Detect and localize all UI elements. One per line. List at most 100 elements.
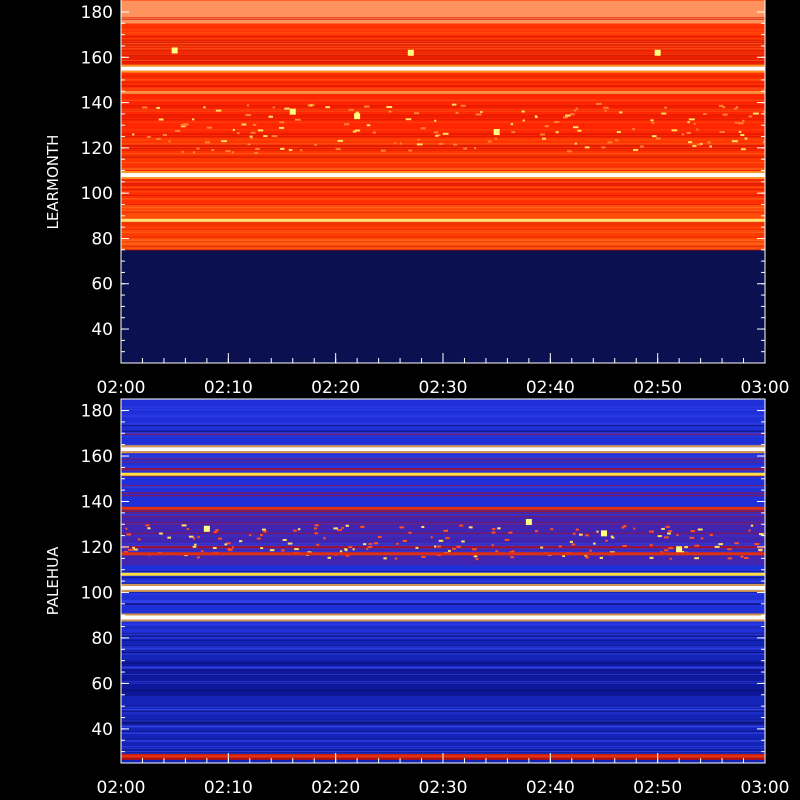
burst-point bbox=[493, 129, 500, 136]
speckle bbox=[380, 149, 386, 152]
speckle bbox=[494, 137, 497, 140]
texture-line bbox=[121, 41, 765, 43]
speckle bbox=[352, 130, 357, 133]
speckle bbox=[742, 119, 745, 122]
x-tick-label: 02:40 bbox=[526, 378, 575, 398]
speckle bbox=[225, 150, 231, 153]
bright-line bbox=[121, 572, 765, 576]
x-tick-label: 03:00 bbox=[741, 778, 790, 798]
burst-point bbox=[601, 530, 607, 537]
speckle bbox=[145, 524, 150, 527]
speckle bbox=[142, 106, 148, 109]
speckle bbox=[314, 143, 317, 146]
speckle bbox=[314, 532, 319, 535]
bright-line bbox=[121, 90, 765, 94]
speckle bbox=[188, 535, 194, 538]
texture-line bbox=[121, 745, 765, 747]
texture-line bbox=[121, 184, 765, 186]
texture-line bbox=[121, 139, 765, 141]
texture-line bbox=[121, 461, 765, 463]
speckle bbox=[688, 118, 695, 121]
speckle bbox=[168, 140, 171, 143]
speckle bbox=[158, 118, 164, 121]
texture-line bbox=[121, 229, 765, 231]
speckle bbox=[282, 538, 287, 541]
speckle bbox=[475, 113, 482, 116]
speckle bbox=[231, 151, 235, 154]
texture-line bbox=[121, 475, 765, 477]
speckle bbox=[386, 106, 393, 109]
speckle bbox=[661, 527, 665, 530]
speckle bbox=[740, 555, 744, 558]
speckle bbox=[690, 530, 696, 533]
x-tick-label: 02:10 bbox=[204, 778, 253, 798]
speckle bbox=[300, 149, 303, 152]
speckle bbox=[731, 140, 738, 143]
speckle bbox=[687, 141, 693, 144]
texture-line bbox=[121, 571, 765, 573]
speckle bbox=[452, 547, 456, 550]
texture-line bbox=[121, 648, 765, 650]
speckle bbox=[181, 125, 186, 128]
speckle bbox=[687, 121, 690, 124]
texture-line bbox=[121, 628, 765, 630]
speckle bbox=[348, 108, 354, 111]
learmonth-y-ticks: 40 60 80 100 120 140 160 180 bbox=[81, 3, 765, 364]
texture-line bbox=[121, 627, 765, 629]
y-tick-label: 140 bbox=[81, 493, 113, 513]
speckle bbox=[133, 548, 138, 551]
texture-line bbox=[121, 603, 765, 605]
bright-line bbox=[121, 615, 765, 620]
texture-line bbox=[121, 144, 765, 146]
speckle bbox=[497, 527, 501, 530]
speckle bbox=[257, 129, 264, 132]
speckle bbox=[421, 525, 425, 528]
texture-line bbox=[121, 114, 765, 116]
speckle bbox=[610, 535, 613, 538]
texture-line bbox=[121, 647, 765, 649]
texture-line bbox=[121, 662, 765, 664]
texture-line bbox=[121, 88, 765, 90]
burst-point bbox=[525, 518, 532, 525]
texture-line bbox=[121, 18, 765, 20]
speckle bbox=[345, 554, 350, 557]
speckle bbox=[314, 524, 319, 527]
speckle bbox=[445, 537, 450, 540]
y-tick-label: 160 bbox=[81, 48, 113, 68]
speckle bbox=[337, 139, 343, 142]
texture-line bbox=[121, 510, 765, 512]
speckle bbox=[181, 150, 184, 153]
speckle bbox=[585, 556, 590, 559]
speckle bbox=[366, 547, 369, 550]
speckle bbox=[192, 537, 196, 540]
texture-line bbox=[121, 547, 765, 549]
speckle bbox=[718, 104, 724, 107]
speckle bbox=[540, 546, 544, 549]
x-tick-label: 02:00 bbox=[97, 378, 146, 398]
speckle bbox=[294, 118, 301, 121]
speckle bbox=[722, 106, 726, 109]
line-halo bbox=[121, 64, 765, 67]
speckle bbox=[693, 122, 696, 125]
speckle bbox=[284, 107, 290, 110]
speckle bbox=[603, 106, 609, 109]
speckle bbox=[186, 528, 190, 531]
speckle bbox=[703, 113, 707, 116]
texture-line bbox=[121, 721, 765, 723]
speckle bbox=[167, 536, 172, 539]
texture-line bbox=[121, 706, 765, 708]
speckle bbox=[734, 542, 739, 545]
speckle bbox=[453, 143, 458, 146]
texture-line bbox=[121, 601, 765, 603]
texture-line bbox=[121, 747, 765, 749]
speckle bbox=[649, 544, 653, 547]
speckle bbox=[763, 110, 765, 113]
speckle bbox=[123, 551, 128, 554]
texture-line bbox=[121, 651, 765, 653]
speckle bbox=[456, 545, 461, 548]
x-tick-label: 02:00 bbox=[97, 778, 146, 798]
speckle bbox=[668, 547, 674, 550]
speckle bbox=[558, 545, 562, 548]
